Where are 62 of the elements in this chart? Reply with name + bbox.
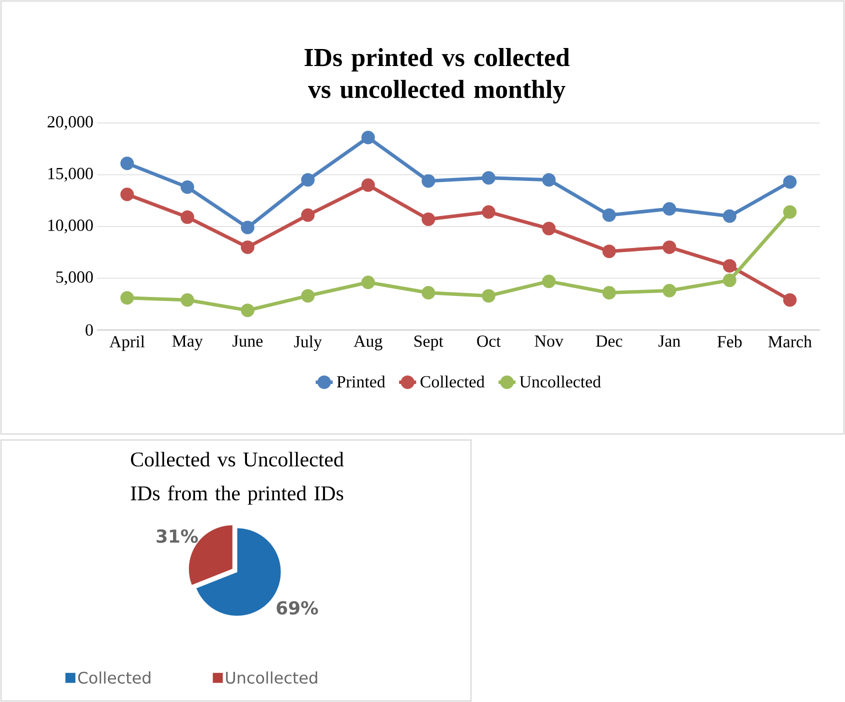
x-tick-label: Nov (534, 336, 564, 347)
chart-title: Collected vs Uncollected IDs from the printed IDs (130, 452, 344, 505)
point (722, 209, 736, 223)
point (361, 178, 375, 192)
x-tick-label: Jan (658, 336, 680, 347)
x-tick-label: May (172, 336, 203, 350)
point (180, 210, 194, 224)
point (662, 284, 676, 298)
y-tick-label: 0 (86, 324, 93, 336)
point (422, 212, 436, 226)
point (120, 291, 134, 305)
data-label: 31% (156, 529, 198, 543)
x-tick-label: Sept (414, 336, 444, 350)
point (482, 171, 496, 185)
y-tick-label: 10,000 (48, 220, 93, 234)
point (240, 240, 254, 254)
x-tick-label: June (232, 336, 263, 347)
legend-label: Collected (420, 376, 485, 388)
point (301, 173, 315, 187)
y-tick-label: 5,000 (56, 271, 93, 286)
point (180, 293, 194, 307)
legend-label: Printed (336, 376, 386, 388)
x-tick-label: Aug (354, 336, 382, 350)
x-tick-label: April (109, 336, 145, 351)
x-tick-label: Oct (477, 336, 501, 347)
x-tick-label: March (768, 336, 812, 348)
y-tick-label: 15,000 (48, 168, 93, 182)
legend-label: Collected (78, 671, 150, 684)
point (783, 293, 797, 307)
point (180, 180, 194, 194)
point (662, 202, 676, 216)
data-label: 69% (276, 601, 318, 615)
point (482, 289, 496, 303)
point (482, 205, 496, 219)
x-tick-label: Dec (596, 336, 622, 347)
point (361, 130, 375, 144)
point (602, 286, 616, 300)
point (301, 208, 315, 222)
point (301, 289, 315, 303)
point (240, 304, 254, 318)
point (662, 240, 676, 254)
point (422, 174, 436, 188)
chart-title: IDs printed vs collected vs uncollected monthly (304, 48, 570, 104)
y-tick-label: 20,000 (48, 116, 93, 130)
point (602, 208, 616, 222)
x-tick-label: July (294, 336, 322, 351)
point (783, 175, 797, 189)
point (783, 205, 797, 219)
point (120, 188, 134, 202)
point (722, 274, 736, 288)
point (542, 173, 556, 187)
legend-label: Uncollected (226, 671, 318, 684)
point (542, 222, 556, 236)
legend-label: Uncollected (520, 376, 601, 388)
point (422, 286, 436, 300)
point (722, 259, 736, 273)
point (240, 220, 254, 234)
point (602, 244, 616, 258)
point (542, 274, 556, 288)
point (361, 276, 375, 290)
point (120, 156, 134, 170)
x-tick-label: Feb (717, 336, 742, 348)
